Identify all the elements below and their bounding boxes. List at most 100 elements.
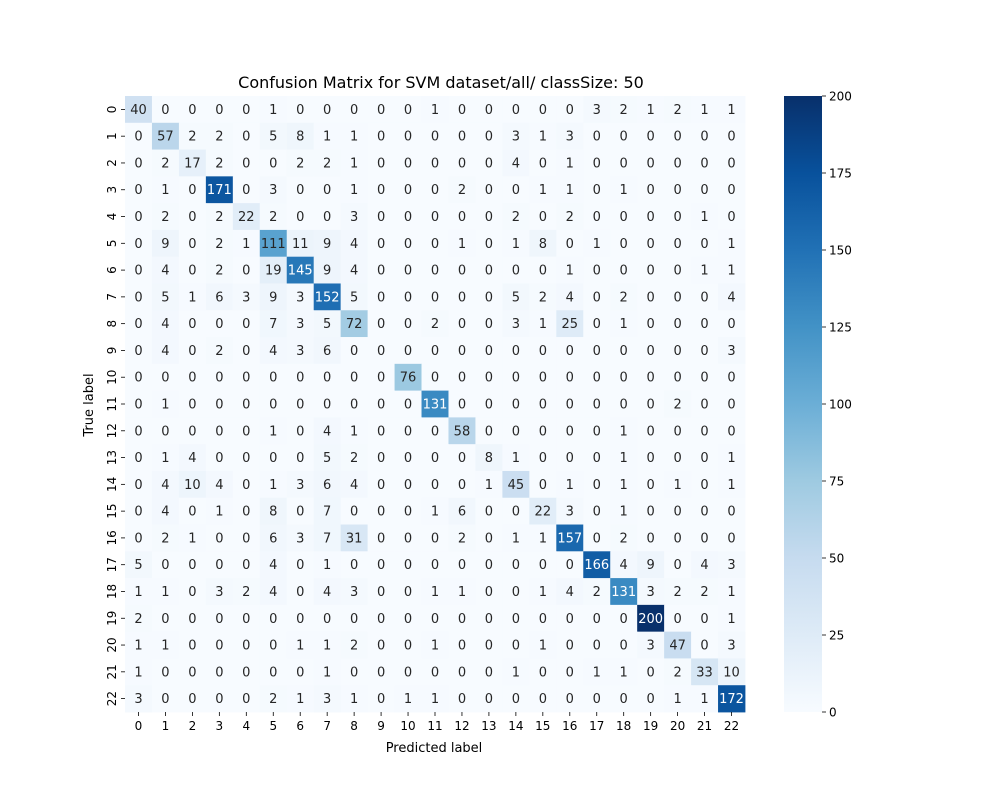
heatmap-cell	[421, 96, 449, 124]
x-tick-label: 3	[216, 719, 224, 733]
cell-value: 0	[242, 558, 250, 573]
heatmap-cell	[125, 470, 153, 499]
heatmap-cell	[475, 390, 503, 418]
heatmap-cell	[637, 229, 665, 258]
heatmap-cell	[502, 283, 530, 311]
heatmap-cell	[691, 337, 719, 365]
cell-value: 0	[593, 371, 601, 386]
cell-value: 0	[485, 371, 493, 386]
heatmap-cell	[313, 685, 342, 713]
heatmap-cell	[637, 604, 665, 633]
cell-value: 0	[620, 344, 628, 359]
cell-value: 2	[269, 692, 277, 707]
y-tick-label: 17	[105, 557, 119, 572]
heatmap-cell	[232, 578, 261, 606]
heatmap-cell	[718, 390, 746, 418]
heatmap-cell	[313, 176, 342, 204]
cell-value: 0	[512, 424, 520, 439]
cell-value: 1	[161, 585, 169, 600]
x-tick-label: 10	[400, 719, 415, 733]
cell-value: 0	[485, 210, 493, 225]
heatmap-cell	[529, 337, 557, 365]
x-tick-label: 7	[323, 719, 331, 733]
cell-value: 0	[377, 156, 385, 171]
cell-value: 0	[512, 344, 520, 359]
heatmap-cell	[475, 256, 503, 284]
cell-value: 0	[188, 344, 196, 359]
cell-value: 8	[539, 237, 547, 252]
cell-value: 0	[377, 344, 385, 359]
cell-value: 0	[188, 639, 196, 654]
heatmap-cell	[313, 444, 342, 472]
heatmap-cell	[448, 685, 476, 713]
x-tick-label: 1	[162, 719, 170, 733]
heatmap-cell	[178, 497, 207, 525]
cell-value: 0	[458, 478, 466, 493]
heatmap-cell	[583, 256, 611, 284]
heatmap-cell	[259, 310, 288, 338]
cell-value: 0	[242, 344, 250, 359]
heatmap-cell	[556, 96, 584, 124]
y-tick-label: 10	[105, 370, 119, 385]
heatmap-cell	[259, 604, 288, 633]
heatmap-cell	[340, 658, 369, 686]
cell-value: 1	[134, 639, 142, 654]
cell-value: 1	[620, 478, 628, 493]
heatmap-cell	[691, 497, 719, 525]
cell-value: 2	[350, 451, 358, 466]
cell-value: 0	[593, 639, 601, 654]
x-tick-label: 4	[242, 719, 250, 733]
cell-value: 1	[458, 585, 466, 600]
cell-value: 0	[215, 665, 223, 680]
heatmap-cell	[718, 122, 746, 150]
heatmap-cell	[367, 176, 395, 204]
cell-value: 0	[458, 290, 466, 305]
cell-value: 2	[700, 585, 708, 600]
heatmap-cell	[691, 96, 719, 124]
heatmap-cell	[151, 524, 180, 552]
heatmap-cell	[313, 122, 342, 150]
heatmap-cell	[340, 578, 369, 606]
heatmap-cell	[340, 390, 369, 418]
heatmap-cell	[151, 337, 180, 365]
cell-value: 0	[620, 639, 628, 654]
cell-value: 0	[215, 558, 223, 573]
cell-value: 2	[620, 531, 628, 546]
heatmap-cell	[259, 444, 288, 472]
heatmap-cell	[151, 310, 180, 338]
cell-value: 1	[161, 183, 169, 198]
heatmap-cell	[205, 604, 234, 633]
heatmap-cell	[421, 256, 449, 284]
cell-value: 0	[404, 156, 412, 171]
heatmap-cell	[205, 658, 234, 686]
heatmap-cell	[529, 256, 557, 284]
cell-value: 1	[620, 451, 628, 466]
cell-value: 0	[377, 505, 385, 520]
heatmap-cell	[286, 604, 315, 633]
heatmap-cell	[286, 337, 315, 365]
cell-value: 3	[727, 639, 735, 654]
cell-value: 1	[134, 585, 142, 600]
cell-value: 4	[161, 478, 169, 493]
heatmap-cell	[394, 337, 422, 365]
cell-value: 0	[404, 451, 412, 466]
heatmap-cell	[313, 524, 342, 552]
cell-value: 0	[673, 424, 681, 439]
cell-value: 0	[458, 264, 466, 279]
cell-value: 0	[404, 183, 412, 198]
cell-value: 4	[269, 585, 277, 600]
cell-value: 0	[458, 665, 466, 680]
heatmap-cell	[367, 337, 395, 365]
heatmap-cell	[313, 390, 342, 418]
heatmap-cell	[205, 229, 234, 258]
heatmap-cell	[583, 363, 611, 392]
heatmap-cell	[340, 229, 369, 258]
heatmap-cell	[475, 444, 503, 472]
heatmap-cell	[610, 390, 638, 418]
cell-value: 0	[404, 612, 412, 627]
heatmap-cell	[691, 417, 719, 445]
cell-value: 0	[215, 531, 223, 546]
heatmap-cell	[664, 604, 692, 633]
heatmap-cell	[475, 337, 503, 365]
cell-value: 2	[620, 103, 628, 118]
